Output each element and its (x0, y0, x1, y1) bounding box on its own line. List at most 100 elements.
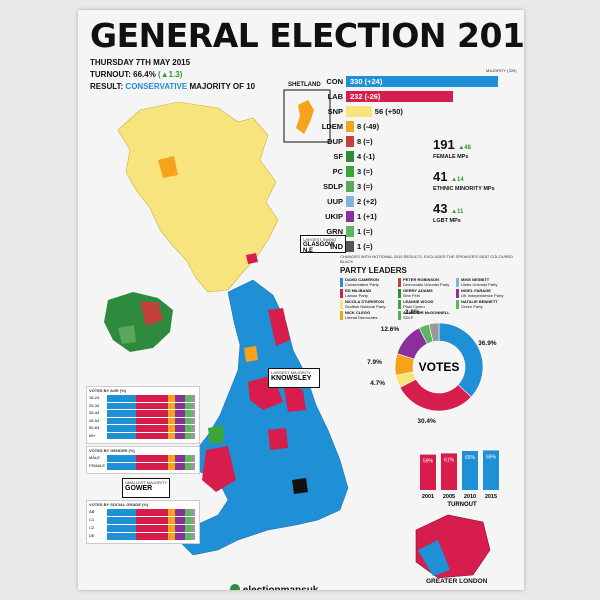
demographic-segment (107, 525, 137, 532)
demographic-segment (185, 425, 191, 432)
leader-color-swatch (340, 289, 343, 298)
england-wales-region (177, 279, 349, 556)
seat-value: 1 (+1) (357, 212, 377, 221)
demographic-segment (167, 425, 175, 432)
demographic-segment (136, 417, 168, 424)
demographic-segment (136, 525, 168, 532)
leader-item: NICK CLEGG Liberal Democrats (340, 310, 400, 320)
seat-bar (346, 91, 453, 102)
mp-stat-number: 43 (433, 201, 452, 216)
demographic-segment (190, 455, 195, 462)
demographic-segment (185, 533, 191, 540)
demographic-segment (185, 417, 191, 424)
demographic-category: DE (89, 533, 95, 538)
wales-plaid (208, 425, 224, 444)
demographic-segment (107, 395, 137, 402)
leader-color-swatch (398, 278, 401, 287)
demographic-segment (136, 533, 168, 540)
demographic-row: DE (89, 533, 195, 540)
seat-value: 3 (=) (357, 167, 373, 176)
seat-bar (346, 226, 354, 237)
leader-name: DAVID CAMERON Conservative Party (345, 277, 379, 287)
seat-party-label: SDLP (322, 182, 343, 191)
leader-name: ALASDAIR McDONNELL SDLP (403, 310, 450, 320)
seat-bar (346, 76, 498, 87)
seat-bar (346, 121, 354, 132)
turnout-title: TURNOUT (447, 502, 477, 508)
seat-value: 8 (-49) (357, 122, 380, 131)
brand-logo: electionmapsuk (230, 584, 318, 590)
demographic-row: AB (89, 509, 195, 516)
leader-item: ED MILIBAND Labour Party (340, 288, 400, 298)
mp-stat-label: ETHNIC MINORITY MPs (433, 186, 495, 192)
demographic-segment (185, 455, 191, 462)
leader-color-swatch (456, 300, 459, 309)
turnout-year-label: 2010 (464, 494, 476, 500)
leader-item: LEANNE WOOD Plaid Cymru (398, 299, 458, 309)
seat-party-label: UUP (327, 197, 343, 206)
demographic-segment (185, 517, 191, 524)
mp-stat-change: ▲48 (458, 145, 471, 151)
demographic-category: C2 (89, 525, 95, 530)
scotland-libdem-seat (158, 156, 178, 178)
demographic-category: FEMALE (89, 463, 106, 468)
leader-name: ED MILIBAND Labour Party (345, 288, 372, 298)
turnout-year-label: 2015 (485, 494, 497, 500)
demographic-segment (107, 425, 137, 432)
seat-value: 1 (=) (357, 227, 373, 236)
leader-name: NICK CLEGG Liberal Democrats (345, 310, 378, 320)
majority-marker: MAJORITY (326) (486, 68, 517, 73)
glasgow-label: GLASGOW N.E (303, 242, 335, 254)
demographic-segment (190, 417, 195, 424)
seat-party-label: CON (326, 77, 343, 86)
glasgow-tag: LARGEST SWING (303, 237, 337, 242)
turnout-bar (420, 454, 436, 490)
leader-name: NIGEL FARAGE UK Independence Party (461, 288, 504, 298)
turnout-year-label: 2005 (443, 494, 455, 500)
votes-center-label: VOTES (419, 360, 460, 374)
mp-stat-change: ▲11 (451, 209, 464, 215)
result-party: CONSERVATIVE (125, 82, 188, 91)
brand-name: electionmapsuk (243, 585, 319, 590)
demographic-segment (167, 517, 175, 524)
demographic-segment (174, 455, 186, 462)
demographic-segment (190, 525, 195, 532)
turnout-value-label: 65% (465, 455, 476, 461)
seat-value: 330 (+24) (350, 77, 383, 86)
demographic-row: C1 (89, 517, 195, 524)
turnout-value-label: 66% (486, 454, 497, 460)
demographic-segment (107, 517, 137, 524)
demographic-segment (167, 455, 175, 462)
seat-value: 4 (-1) (357, 152, 375, 161)
shetland-islands (296, 100, 314, 134)
leader-color-swatch (340, 278, 343, 287)
seats-note: CHANGES WITH NOTIONAL 2010 RESULTS. EXCL… (340, 254, 514, 264)
demographic-segment (167, 463, 175, 470)
demographic-category: C1 (89, 517, 95, 522)
leader-color-swatch (398, 311, 401, 320)
ni-sdlp-seat (118, 325, 136, 344)
leader-color-swatch (398, 300, 401, 309)
demographic-category: AB (89, 509, 95, 514)
mp-stat-number: 41 (433, 169, 452, 184)
yorkshire-labour (283, 382, 306, 412)
votes-slice-label: 12.6% (380, 325, 400, 333)
demographic-category: 45-54 (89, 417, 100, 423)
seat-party-label: SNP (327, 107, 343, 116)
leader-name: GERRY ADAMS Sinn Féin (403, 288, 433, 298)
demographic-segment (167, 525, 175, 532)
demographic-segment (136, 463, 168, 470)
demographic-row: MALE (89, 455, 195, 462)
leader-name: PETER ROBINSON Democratic Unionist Party (403, 277, 450, 287)
leader-color-swatch (398, 289, 401, 298)
demographic-segment (174, 463, 186, 470)
votes-slice-label: 7.9% (367, 358, 382, 366)
demographic-segment (167, 533, 175, 540)
seat-party-label: UKIP (325, 212, 343, 221)
demographic-segment (136, 517, 168, 524)
election-poster: GENERAL ELECTION 2015 THURSDAY 7TH MAY 2… (78, 10, 524, 590)
demographic-category: MALE (89, 455, 100, 460)
leader-color-swatch (456, 289, 459, 298)
demographic-row: 25-34 (89, 402, 195, 409)
northern-ireland-region (104, 292, 173, 352)
